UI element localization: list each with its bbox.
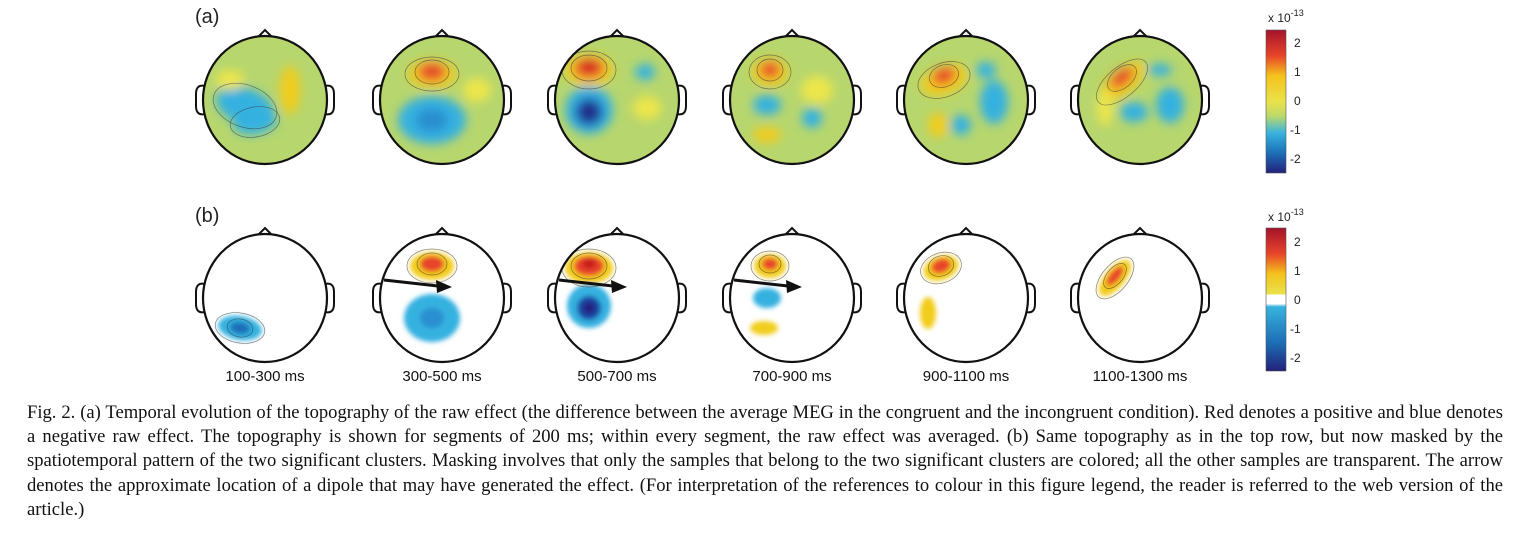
head-outline (378, 232, 506, 364)
topo-blob-2 (1110, 67, 1134, 89)
topo-blob-4 (1156, 87, 1184, 123)
head-outline (728, 232, 856, 364)
topo-blob-7 (635, 64, 655, 80)
topo-blob-6 (976, 62, 996, 78)
colorbar-b-tick-neg1: -1 (1290, 322, 1301, 336)
colorbar-b-bar (1265, 227, 1287, 372)
topo-blob-5 (1097, 90, 1113, 126)
topo-blob-6 (802, 108, 822, 128)
topo-blob-3 (753, 288, 781, 308)
colorbar-a-tick-0: 0 (1294, 94, 1301, 108)
head-outline (201, 232, 329, 364)
topo-blob-4 (216, 70, 244, 90)
topo-blob-2 (230, 321, 250, 335)
head-b-3 (547, 226, 687, 364)
head-outline (378, 34, 506, 166)
dipole-arrow (383, 278, 452, 293)
head-a-5 (896, 28, 1036, 166)
colorbar-a-tick-2: 2 (1294, 36, 1301, 50)
topo-blob-2 (760, 62, 780, 78)
topo-blob-3 (280, 66, 300, 114)
time-label-1: 100-300 ms (225, 368, 304, 385)
panel-b-label: (b) (195, 205, 220, 227)
topo-blob-3 (581, 61, 597, 71)
row-a-topographies (195, 28, 1210, 166)
head-outline (1076, 34, 1204, 166)
time-label-3: 500-700 ms (577, 368, 656, 385)
topography-figure: 100-300 ms 300-500 ms 500-700 ms 700-900 ms… (195, 8, 1304, 385)
topo-blob-2 (932, 67, 956, 85)
colorbar-a-bar (1265, 29, 1287, 174)
colorbar-a-tick-neg1: -1 (1290, 123, 1301, 137)
colorbar-b: x 10-13 2 1 0 -1 -2 (1265, 207, 1304, 372)
time-label-6: 1100-1300 ms (1093, 368, 1188, 385)
figure-caption: Fig. 2. (a) Temporal evolution of the to… (27, 402, 1503, 520)
topo-blob-6 (582, 104, 596, 120)
row-b-topographies (195, 226, 1210, 364)
colorbar-b-tick-0: 0 (1294, 293, 1301, 307)
time-label-2: 300-500 ms (402, 368, 481, 385)
topo-blob-3 (920, 297, 936, 329)
topo-blob-4 (951, 115, 971, 135)
head-b-4 (722, 226, 862, 364)
head-a-3 (547, 28, 687, 166)
head-a-1 (195, 28, 335, 166)
colorbar-a: x 10-13 2 1 0 -1 -2 (1265, 8, 1304, 174)
topo-blob-2 (762, 258, 778, 270)
head-outline (902, 34, 1030, 166)
topo-blob-6 (583, 302, 595, 314)
topo-blob-4 (750, 321, 778, 335)
topo-blob-3 (582, 259, 596, 269)
topo-blob-4 (753, 127, 781, 143)
topo-blob-5 (801, 76, 833, 104)
head-outline (728, 34, 856, 166)
colorbar-a-exponent: x 10-13 (1268, 8, 1304, 25)
topo-blob-2 (420, 256, 444, 272)
colorbar-a-tick-neg2: -2 (1290, 152, 1301, 166)
colorbar-b-tick-neg2: -2 (1290, 351, 1301, 365)
time-label-5: 900-1100 ms (923, 368, 1009, 385)
topo-blob-4 (416, 108, 448, 132)
topo-blob-3 (1120, 102, 1148, 122)
dipole-arrow (558, 278, 627, 293)
head-b-2 (372, 226, 512, 364)
head-b-6 (1070, 226, 1210, 364)
colorbar-a-tick-1: 1 (1294, 65, 1301, 79)
head-outline (553, 34, 681, 166)
topo-blob-2 (418, 63, 446, 81)
head-b-5 (896, 226, 1036, 364)
colorbar-b-tick-1: 1 (1294, 264, 1301, 278)
head-b-1 (195, 226, 335, 364)
topo-blob-3 (753, 95, 781, 115)
topo-blob-8 (633, 96, 661, 120)
head-a-2 (372, 28, 512, 166)
topo-blob-3 (928, 113, 948, 137)
topo-blob-5 (980, 80, 1008, 124)
panel-a-label: (a) (195, 6, 220, 28)
head-outline (1076, 232, 1204, 364)
colorbar-b-tick-2: 2 (1294, 235, 1301, 249)
topo-blob-5 (463, 78, 491, 102)
head-a-6 (1070, 28, 1210, 166)
time-labels: 100-300 ms 300-500 ms 500-700 ms 700-900 ms… (225, 368, 1187, 385)
head-outline (902, 232, 1030, 364)
head-a-4 (722, 28, 862, 166)
topo-blob-4 (420, 308, 444, 328)
topo-blob-2 (1106, 266, 1124, 286)
head-outline (553, 232, 681, 364)
head-outline (201, 34, 329, 166)
time-label-4: 700-900 ms (752, 368, 831, 385)
dipole-arrow (733, 278, 802, 293)
topo-blob-2 (233, 109, 277, 135)
topo-blob-6 (1148, 64, 1172, 76)
colorbar-b-exponent: x 10-13 (1268, 207, 1304, 224)
topo-blob-2 (931, 258, 951, 274)
